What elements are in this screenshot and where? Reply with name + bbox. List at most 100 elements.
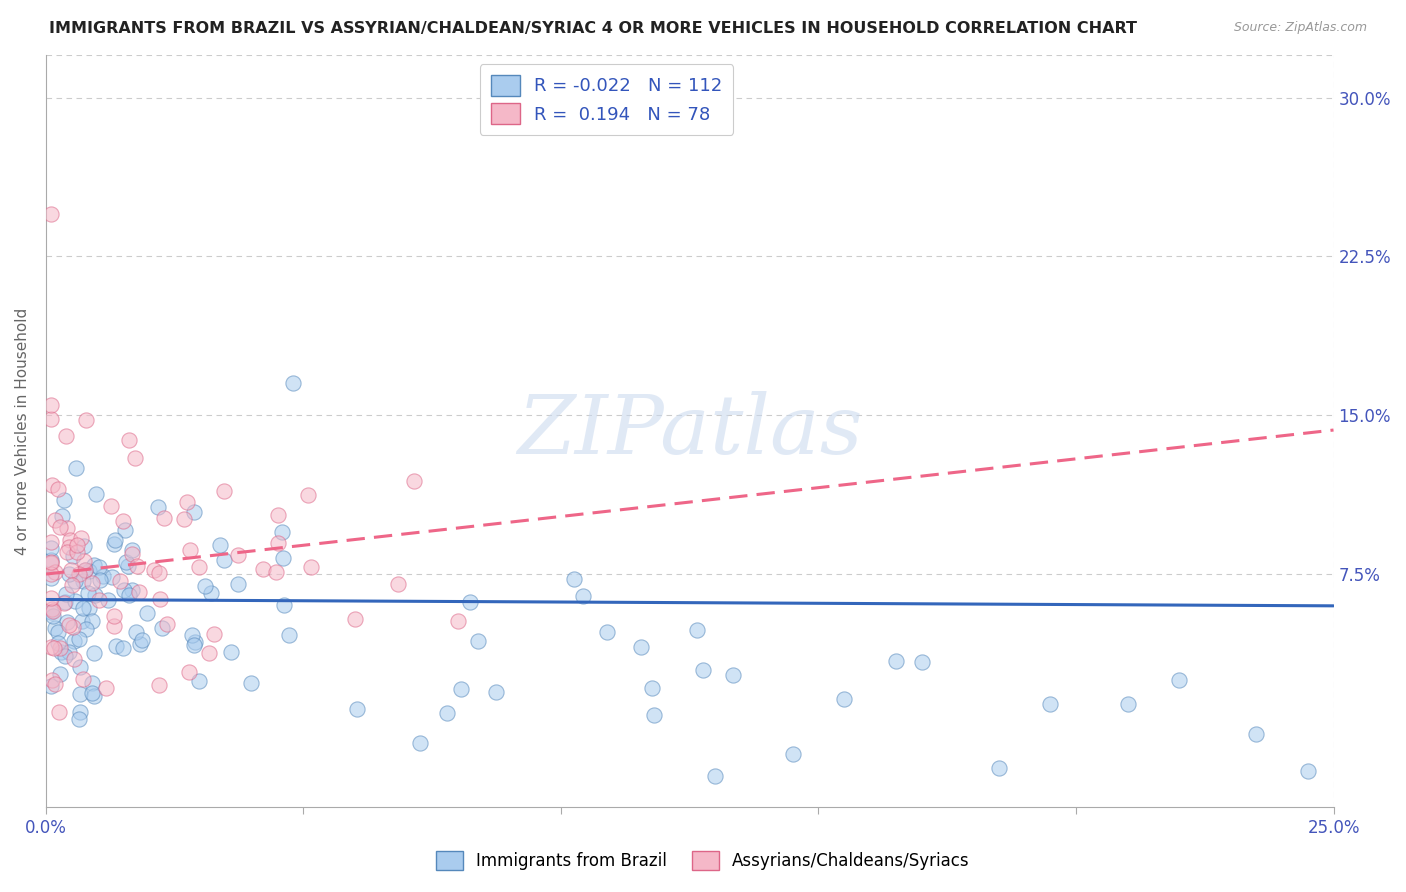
Point [267, 508, 290, 523]
Point [83, 690, 105, 704]
Point [685, 624, 707, 638]
Point [183, 505, 205, 519]
Point [179, 665, 201, 679]
Point [39, 412, 62, 426]
Point [69, 659, 91, 673]
Point [39, 398, 62, 412]
Point [121, 542, 143, 557]
Point [72, 672, 94, 686]
Point [219, 644, 242, 658]
Point [39, 591, 62, 605]
Point [75, 413, 97, 427]
Point [782, 747, 804, 762]
Point [80, 614, 103, 628]
Point [46, 624, 69, 639]
Point [148, 566, 170, 580]
Point [39, 640, 62, 655]
Point [562, 572, 585, 586]
Point [55, 545, 77, 559]
Point [108, 574, 131, 588]
Point [200, 585, 222, 599]
Point [183, 638, 205, 652]
Point [148, 678, 170, 692]
Point [63, 633, 86, 648]
Point [62, 549, 84, 563]
Point [62, 620, 84, 634]
Point [91, 569, 114, 583]
Point [67, 567, 90, 582]
Point [832, 692, 855, 706]
Point [118, 588, 141, 602]
Point [56, 521, 79, 535]
Point [44, 621, 66, 635]
Point [572, 589, 595, 603]
Point [212, 484, 235, 499]
Point [1168, 673, 1191, 687]
Point [271, 551, 294, 566]
Point [66, 538, 89, 552]
Point [197, 647, 219, 661]
Point [150, 621, 173, 635]
Point [49, 645, 72, 659]
Point [125, 624, 148, 639]
Point [104, 533, 127, 548]
Point [131, 633, 153, 648]
Point [458, 595, 481, 609]
Point [387, 576, 409, 591]
Point [115, 555, 138, 569]
Point [58, 566, 80, 581]
Point [42, 609, 65, 624]
Point [181, 628, 204, 642]
Point [114, 524, 136, 538]
Point [39, 679, 62, 693]
Point [48, 705, 70, 719]
Point [103, 536, 125, 550]
Point [297, 487, 319, 501]
Point [80, 686, 103, 700]
Point [97, 593, 120, 607]
Point [73, 563, 96, 577]
Point [142, 563, 165, 577]
Point [48, 636, 70, 650]
Point [75, 622, 97, 636]
Point [128, 637, 150, 651]
Text: Source: ZipAtlas.com: Source: ZipAtlas.com [1233, 21, 1367, 34]
Text: IMMIGRANTS FROM BRAZIL VS ASSYRIAN/CHALDEAN/SYRIAC 4 OR MORE VEHICLES IN HOUSEHO: IMMIGRANTS FROM BRAZIL VS ASSYRIAN/CHALD… [49, 21, 1137, 36]
Point [69, 687, 91, 701]
Point [58, 618, 80, 632]
Point [101, 570, 124, 584]
Point [103, 608, 125, 623]
Point [55, 587, 77, 601]
Point [266, 535, 288, 549]
Point [51, 509, 73, 524]
Point [73, 554, 96, 568]
Point [641, 681, 664, 695]
Point [273, 598, 295, 612]
Point [209, 538, 232, 552]
Point [103, 619, 125, 633]
Point [69, 705, 91, 719]
Point [121, 583, 143, 598]
Point [343, 612, 366, 626]
Point [44, 640, 66, 655]
Point [910, 655, 932, 669]
Point [87, 560, 110, 574]
Point [1039, 697, 1062, 711]
Point [408, 736, 430, 750]
Point [124, 450, 146, 465]
Point [80, 576, 103, 591]
Point [73, 563, 96, 577]
Point [252, 562, 274, 576]
Point [77, 601, 100, 615]
Point [53, 649, 76, 664]
Point [270, 524, 292, 539]
Point [70, 531, 93, 545]
Point [114, 583, 136, 598]
Point [402, 474, 425, 488]
Point [704, 768, 727, 782]
Point [41, 478, 63, 492]
Point [70, 614, 93, 628]
Point [179, 543, 201, 558]
Point [63, 652, 86, 666]
Point [149, 591, 172, 606]
